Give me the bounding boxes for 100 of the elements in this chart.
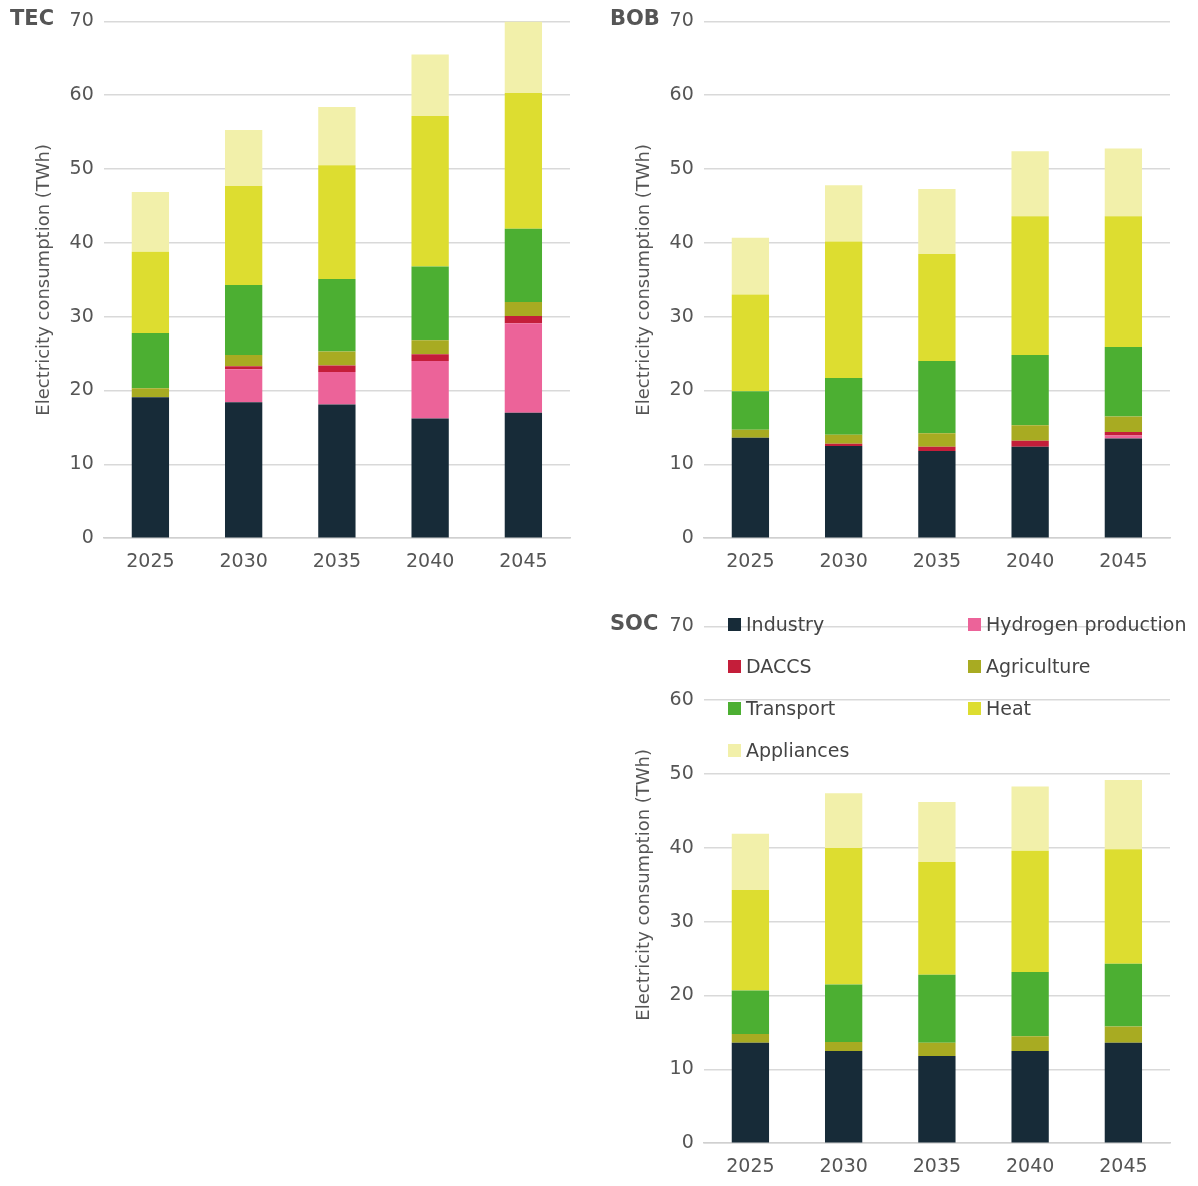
- bar: [1104, 779, 1143, 850]
- bar: [731, 237, 770, 295]
- bar: [825, 241, 863, 378]
- legend-label: Industry: [746, 613, 825, 635]
- bar: [825, 445, 863, 538]
- bar: [504, 323, 543, 413]
- bar: [225, 366, 263, 370]
- chart-title: SOC: [610, 611, 659, 635]
- bar: [825, 377, 863, 435]
- bar: [1011, 151, 1049, 217]
- bar: [918, 361, 956, 434]
- bar: [731, 437, 770, 538]
- y-tick-label: 60: [669, 687, 694, 710]
- bar: [1011, 216, 1049, 356]
- bar: [918, 861, 956, 975]
- bar: [318, 279, 356, 352]
- y-tick-label: 70: [69, 8, 94, 31]
- bar: [504, 228, 543, 302]
- bar: [1011, 850, 1049, 972]
- x-tick-label: 2035: [912, 1153, 962, 1176]
- bar: [825, 1042, 863, 1051]
- y-tick-label: 20: [69, 377, 94, 400]
- bar: [918, 253, 956, 362]
- y-tick-label: 30: [669, 303, 694, 326]
- bar: [918, 451, 956, 538]
- y-tick-label: 10: [69, 451, 94, 474]
- bar: [411, 54, 449, 116]
- y-tick-label: 30: [69, 303, 94, 326]
- bar: [1104, 216, 1143, 347]
- y-tick-label: 40: [69, 229, 94, 252]
- bar: [318, 365, 356, 373]
- x-tick-label: 2040: [405, 548, 455, 571]
- y-axis-title: Electricity consumption (TWh): [632, 748, 654, 1021]
- x-tick-label: 2025: [726, 1153, 775, 1176]
- bar: [918, 1042, 956, 1057]
- bar: [225, 402, 263, 538]
- bar: [131, 332, 170, 389]
- bar: [1104, 416, 1143, 432]
- bar: [411, 340, 449, 355]
- y-axis-title: Electricity consumption (TWh): [632, 143, 654, 416]
- bar: [225, 369, 263, 403]
- y-tick-label: 40: [669, 834, 694, 857]
- bar: [1011, 971, 1049, 1037]
- bar: [1011, 425, 1049, 441]
- y-tick-label: 50: [669, 155, 694, 178]
- x-tick-label: 2045: [1099, 1153, 1148, 1176]
- y-tick-label: 10: [669, 451, 694, 474]
- y-tick-label: 0: [681, 1130, 694, 1153]
- bar: [731, 391, 770, 430]
- y-tick-label: 20: [669, 377, 694, 400]
- x-tick-label: 2030: [819, 1153, 868, 1176]
- x-tick-label: 2025: [726, 548, 775, 571]
- legend-label: Transport: [746, 697, 836, 719]
- y-axis-title: Electricity consumption (TWh): [32, 143, 54, 416]
- bar: [131, 397, 170, 538]
- bar: [825, 185, 863, 242]
- bar: [504, 301, 543, 316]
- legend-label: Hydrogen production: [986, 613, 1187, 635]
- bar: [411, 354, 449, 362]
- y-tick-label: 70: [669, 613, 694, 636]
- bar: [131, 191, 170, 252]
- bar: [225, 186, 263, 285]
- x-tick-label: 2045: [1099, 548, 1148, 571]
- bar: [1104, 431, 1143, 436]
- bar: [1011, 1036, 1049, 1051]
- bar: [225, 355, 263, 367]
- bar: [1104, 1042, 1143, 1143]
- bar: [731, 429, 770, 438]
- bar: [225, 284, 263, 356]
- chart-title: TEC: [10, 6, 55, 30]
- bar: [731, 1042, 770, 1143]
- bar: [1104, 435, 1143, 439]
- x-tick-label: 2030: [819, 548, 868, 571]
- x-tick-label: 2025: [126, 548, 175, 571]
- bar: [1104, 438, 1143, 538]
- x-tick-label: 2035: [912, 548, 962, 571]
- x-tick-label: 2040: [1005, 548, 1055, 571]
- bar: [318, 404, 356, 538]
- bar: [318, 351, 356, 366]
- bar: [1011, 440, 1049, 447]
- y-tick-label: 20: [669, 982, 694, 1005]
- y-tick-label: 10: [669, 1056, 694, 1079]
- bar: [504, 93, 543, 229]
- bar: [731, 1033, 770, 1043]
- bar: [825, 847, 863, 985]
- bar: [918, 1056, 956, 1143]
- bar: [731, 990, 770, 1034]
- bar: [411, 361, 449, 419]
- bar: [411, 266, 449, 341]
- y-tick-label: 0: [81, 525, 94, 548]
- x-tick-label: 2040: [1005, 1153, 1055, 1176]
- y-tick-label: 0: [681, 525, 694, 548]
- bar: [825, 1050, 863, 1143]
- bar: [131, 251, 170, 333]
- legend-label: DACCS: [746, 655, 812, 677]
- bar: [1104, 1026, 1143, 1043]
- x-tick-label: 2030: [219, 548, 268, 571]
- bar: [1011, 1050, 1049, 1143]
- bar: [918, 974, 956, 1043]
- bar: [411, 115, 449, 267]
